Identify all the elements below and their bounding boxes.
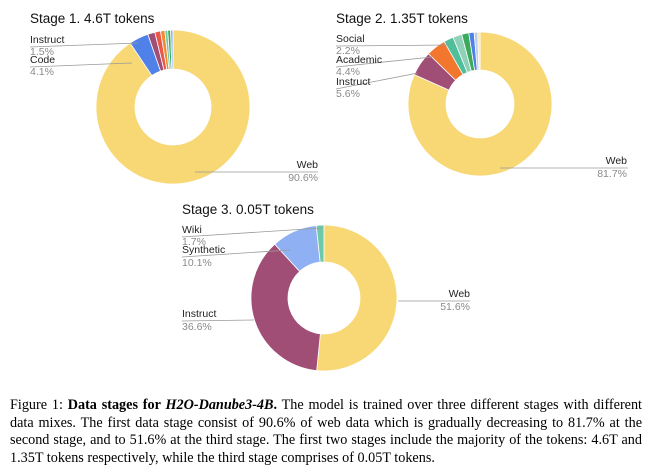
- leader-line: [181, 227, 323, 238]
- caption-bold-text: Data stages for: [67, 397, 166, 413]
- slice-label-wiki: Wiki: [182, 224, 202, 236]
- slice-value-web: 51.6%: [440, 301, 470, 313]
- slice-label-instruct: Instruct: [30, 34, 65, 46]
- donut-chart-stage-2: Stage 2. 1.35T tokens Social 2.2% Academ…: [335, 11, 628, 180]
- slice-value-synthetic: 10.1%: [182, 257, 212, 269]
- slice-value-web: 81.7%: [597, 168, 627, 180]
- donut-chart-stage-3: Stage 3. 0.05T tokens Wiki 1.7% Syntheti…: [181, 202, 471, 372]
- pie-slice-other-8: [477, 31, 481, 71]
- pie-slice-other-7: [170, 29, 174, 70]
- slice-value-wiki: 1.7%: [182, 236, 206, 248]
- pie-slice-web: [316, 224, 398, 372]
- slice-label-code: Code: [30, 54, 55, 66]
- slice-label-web: Web: [449, 288, 471, 300]
- slice-value-social: 2.2%: [336, 45, 360, 57]
- leader-line: [335, 44, 451, 47]
- slice-label-instruct: Instruct: [336, 76, 371, 88]
- leader-line: [181, 249, 291, 258]
- chart-title: Stage 3. 0.05T tokens: [182, 202, 314, 217]
- leader-line: [335, 72, 419, 90]
- leader-line: [29, 62, 133, 68]
- pie-slice-web: [95, 29, 251, 185]
- donut-chart-stage-1: Stage 1. 4.6T tokens Instruct 1.5% Code …: [29, 11, 319, 185]
- caption-prefix: Figure 1:: [10, 397, 68, 413]
- figure-caption: Figure 1: Data stages for H2O-Danube3-4B…: [10, 397, 642, 467]
- slice-label-instruct: Instruct: [182, 308, 217, 320]
- slice-label-web: Web: [606, 155, 628, 167]
- slice-label-academic: Academic: [336, 54, 382, 66]
- pie-slice-web: [407, 31, 553, 177]
- chart-title: Stage 1. 4.6T tokens: [30, 11, 155, 26]
- leader-line: [29, 42, 139, 48]
- slice-value-instruct: 36.6%: [182, 321, 212, 333]
- slice-value-web: 90.6%: [288, 172, 318, 184]
- caption-body: The model is trained over three differen…: [10, 397, 642, 466]
- pie-slice-wiki: [315, 224, 325, 263]
- slice-label-social: Social: [336, 33, 365, 45]
- slice-value-code: 4.1%: [30, 66, 54, 78]
- caption-bold-end: .: [273, 397, 278, 413]
- donut-charts: Stage 1. 4.6T tokens Instruct 1.5% Code …: [29, 11, 628, 372]
- slice-label-synthetic: Synthetic: [182, 244, 225, 256]
- leader-line: [181, 319, 255, 322]
- slice-value-instruct: 1.5%: [30, 46, 54, 58]
- chart-title: Stage 2. 1.35T tokens: [336, 11, 468, 26]
- leader-line: [335, 56, 433, 68]
- caption-bold: Data stages for H2O-Danube3-4B.: [68, 397, 277, 413]
- slice-value-academic: 4.4%: [336, 66, 360, 78]
- figure: Stage 1. 4.6T tokens Instruct 1.5% Code …: [29, 11, 628, 372]
- caption-model-name: H2O-Danube3-4B: [165, 397, 274, 413]
- slice-label-web: Web: [297, 159, 319, 171]
- slice-value-instruct: 5.6%: [336, 88, 360, 100]
